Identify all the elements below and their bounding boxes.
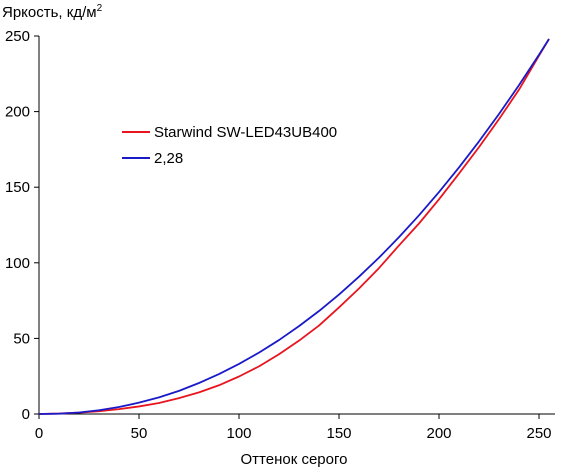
series-group <box>38 38 550 415</box>
series-line-2 <box>38 38 550 415</box>
legend-label-1: Starwind SW-LED43UB400 <box>154 124 337 141</box>
y-axis-title: Яркость, кд/м2 <box>2 3 103 21</box>
x-tick-label: 100 <box>226 425 251 442</box>
x-tick-label: 250 <box>526 425 551 442</box>
axes: 0 50 100 150 200 250 0 50 100 150 200 250 <box>5 28 555 442</box>
y-tick-label: 200 <box>5 104 30 121</box>
y-tick-label: 250 <box>5 28 30 45</box>
x-tick-label: 0 <box>35 425 43 442</box>
legend-label-2: 2,28 <box>154 150 183 167</box>
x-tick-label: 200 <box>426 425 451 442</box>
y-tick-label: 50 <box>13 330 30 347</box>
legend: Starwind SW-LED43UB400 2,28 <box>122 124 337 167</box>
x-tick-label: 150 <box>326 425 351 442</box>
y-tick-label: 0 <box>22 406 30 423</box>
series-line-1 <box>38 38 550 415</box>
x-axis-title: Оттенок серого <box>241 451 348 468</box>
y-tick-label: 150 <box>5 179 30 196</box>
x-tick-label: 50 <box>131 425 148 442</box>
y-tick-label: 100 <box>5 255 30 272</box>
